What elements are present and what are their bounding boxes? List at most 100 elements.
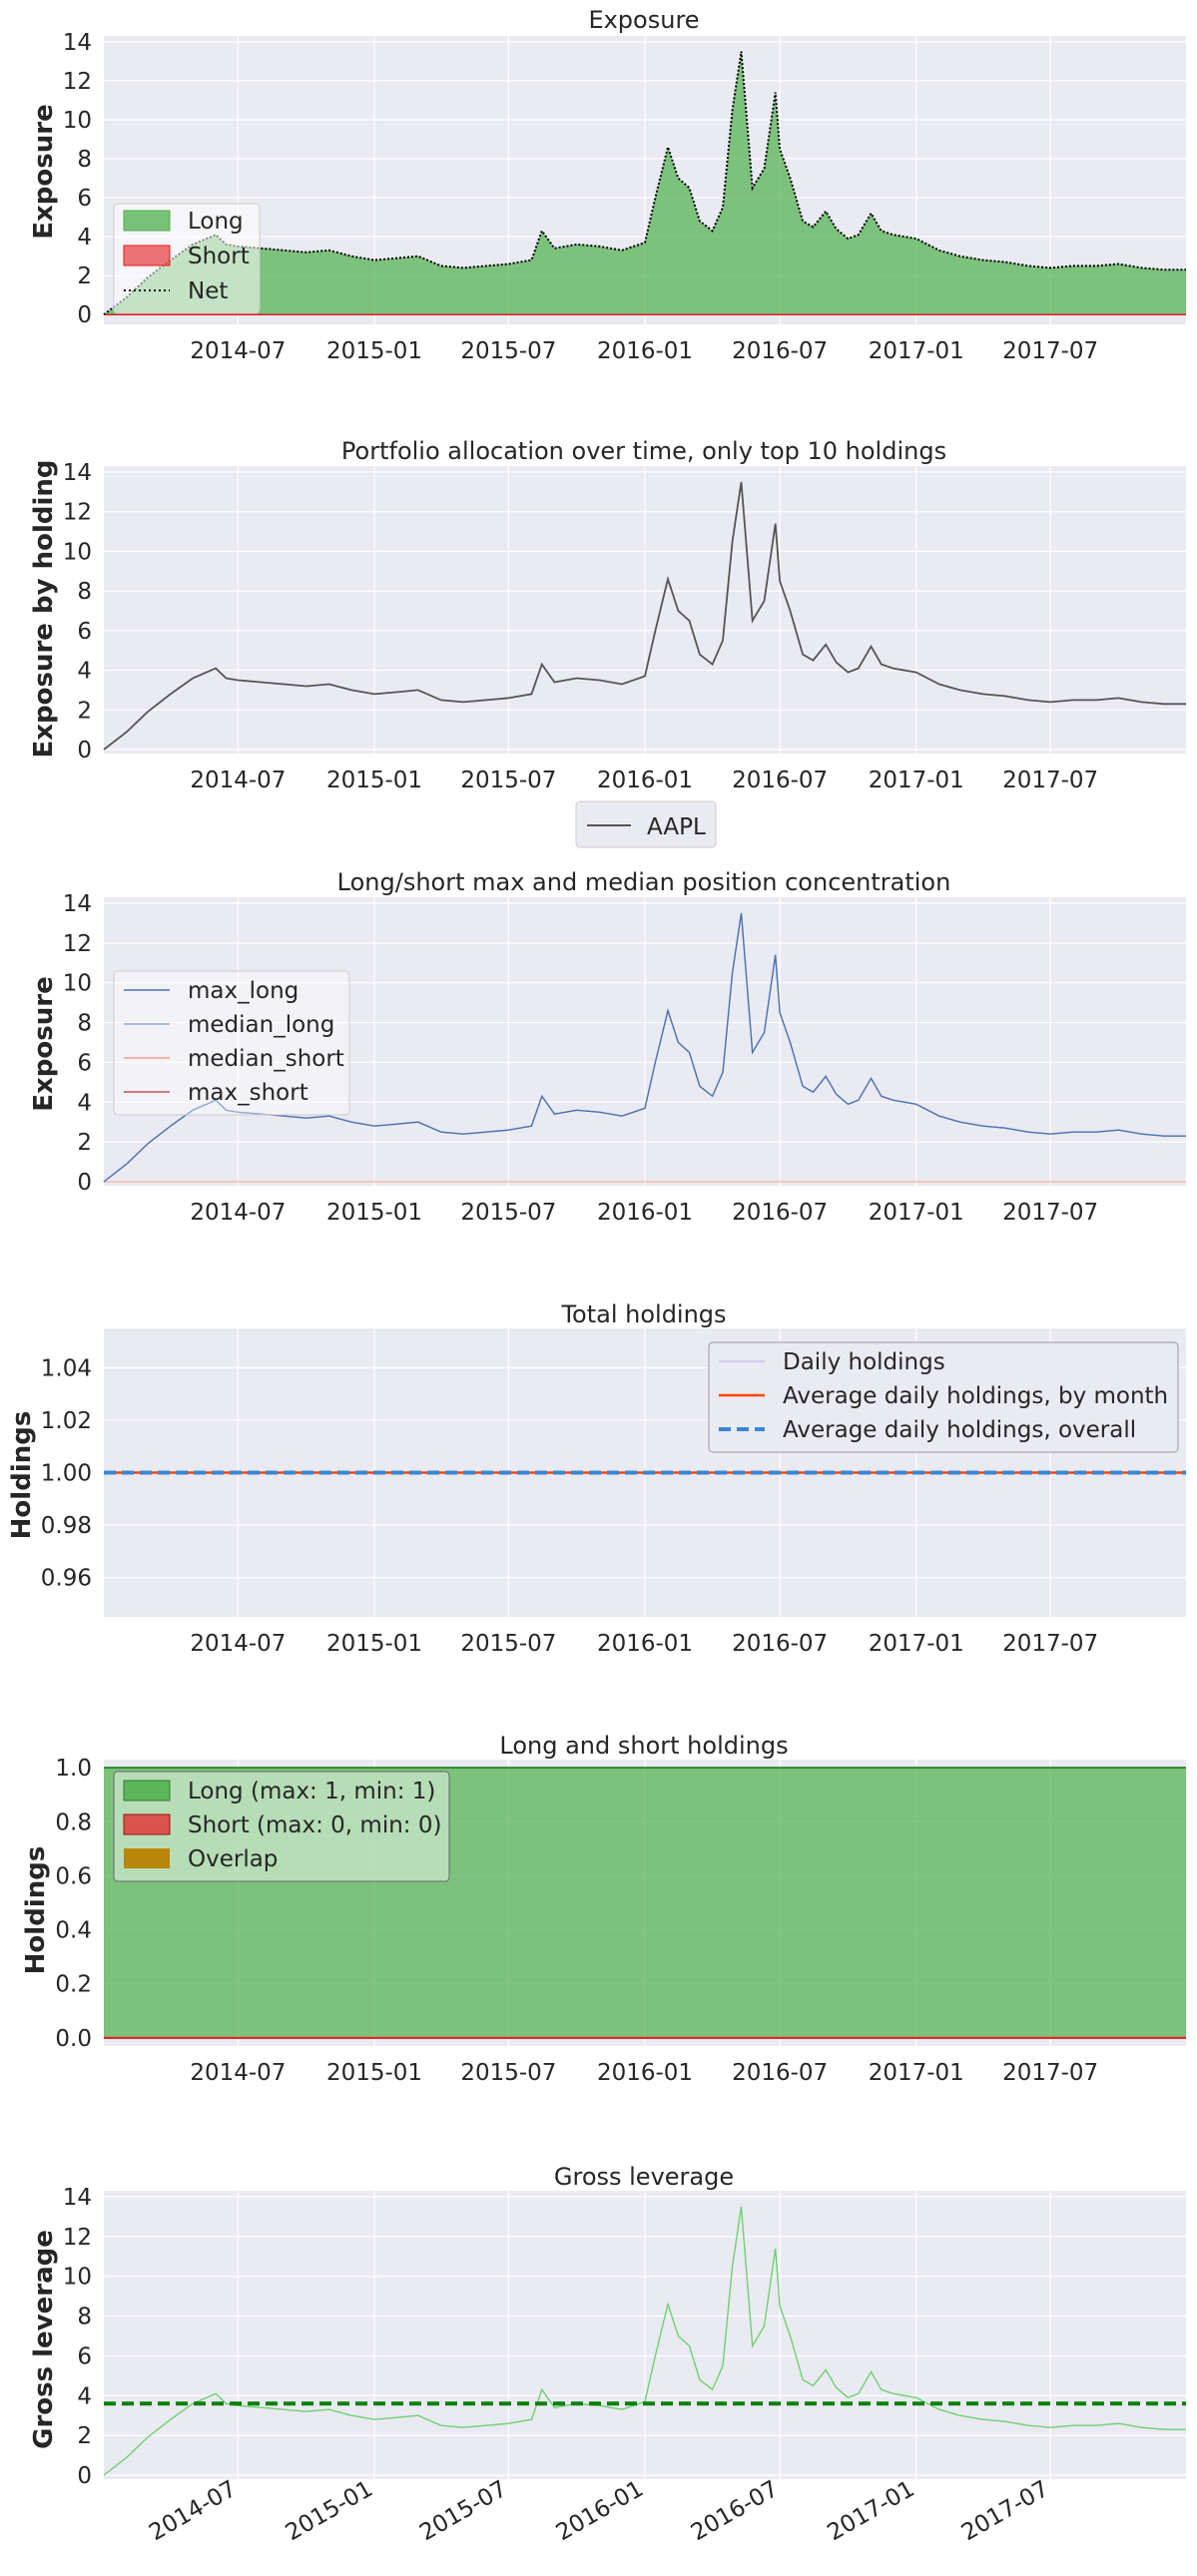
x-tick-label: 2016-01 — [597, 338, 693, 364]
y-tick-label: 14 — [63, 460, 92, 486]
exposure-panel: 0 2 4 6 8 10 12 14 Exposure Exposure Long Short… — [29, 6, 1186, 364]
x-tick-label: 2015-07 — [460, 768, 556, 793]
legend-label-daily: Daily holdings — [783, 1349, 945, 1375]
top10-legend: AAPL — [575, 800, 717, 848]
x-tick-label: 2015-01 — [326, 2060, 422, 2086]
y-tick-label: 0.6 — [55, 1863, 92, 1889]
legend-label-net: Net — [188, 278, 228, 304]
legend-frame — [113, 970, 350, 1116]
y-tick-label: 0.4 — [55, 1918, 92, 1944]
x-tick-label: 2015-07 — [460, 1631, 556, 1657]
y-tick-label: 14 — [63, 30, 92, 56]
top10-panel: 0 2 4 6 8 10 12 14 Portfolio allocation over ti… — [29, 437, 1186, 848]
y-tick-label: 2 — [77, 263, 92, 289]
legend-label-long: Long (max: 1, min: 1) — [188, 1779, 435, 1804]
x-tick-label: 2014-07 — [190, 338, 286, 364]
exposure-ylabel: Exposure — [29, 104, 59, 239]
y-tick-label: 12 — [63, 69, 92, 95]
x-tick-label: 2017-07 — [1002, 1631, 1098, 1657]
x-tick-label: 2017-01 — [869, 1200, 964, 1226]
long-short-holdings-title: Long and short holdings — [499, 1732, 788, 1760]
x-tick-label: 2017-01 — [824, 2476, 919, 2547]
legend-label-short: Short (max: 0, min: 0) — [188, 1812, 441, 1838]
gross-leverage-panel: 0 2 4 6 8 10 12 14 Gross leverage Gross leverag… — [29, 2163, 1186, 2546]
y-tick-label: 4 — [77, 225, 92, 251]
legend-frame — [708, 1341, 1179, 1453]
top10-ylabel: Exposure by holding — [29, 459, 59, 758]
y-tick-label: 2 — [77, 2423, 92, 2449]
y-tick-label: 10 — [63, 2265, 92, 2291]
x-tick-label: 2016-07 — [732, 2060, 828, 2086]
x-tick-label: 2015-07 — [460, 2060, 556, 2086]
y-tick-label: 2 — [77, 1130, 92, 1156]
y-tick-label: 4 — [77, 1090, 92, 1116]
x-tick-label: 2015-07 — [415, 2476, 511, 2547]
x-tick-label: 2015-07 — [460, 338, 556, 364]
long-area — [104, 51, 1186, 315]
y-tick-label: 8 — [77, 2305, 92, 2330]
total-holdings-title: Total holdings — [560, 1300, 726, 1328]
legend-label-max-short: max_short — [188, 1080, 308, 1106]
y-tick-label: 10 — [63, 108, 92, 134]
y-tick-label: 0 — [77, 1170, 92, 1196]
legend-label-overall: Average daily holdings, overall — [783, 1417, 1136, 1443]
top10-plot-area: 0 2 4 6 8 10 12 14 — [63, 460, 1186, 764]
legend-swatch-overlap — [124, 1848, 170, 1868]
y-tick-label: 0 — [77, 302, 92, 328]
x-tick-label: 2016-07 — [732, 768, 828, 793]
max-long-line — [103, 912, 1186, 1183]
gross_leverage-plot-area: 0 2 4 6 8 10 12 14 — [63, 2185, 1186, 2489]
net-line — [103, 51, 1186, 315]
y-tick-label: 1.02 — [41, 1408, 92, 1434]
y-tick-label: 14 — [63, 891, 92, 917]
exposure-legend: Long Short Net — [113, 203, 261, 314]
x-tick-label: 2016-01 — [597, 2060, 693, 2086]
x-tick-label: 2017-01 — [869, 768, 964, 793]
y-tick-label: 0.8 — [55, 1809, 92, 1835]
x-tick-label: 2015-01 — [326, 338, 422, 364]
legend-label-median-short: median_short — [188, 1046, 344, 1072]
legend-label-overlap: Overlap — [188, 1846, 278, 1872]
y-tick-label: 1.0 — [55, 1756, 92, 1782]
y-tick-label: 0 — [77, 738, 92, 764]
y-tick-label: 12 — [63, 2225, 92, 2251]
x-tick-label: 2017-01 — [869, 338, 964, 364]
concentration-title: Long/short max and median position conce… — [337, 868, 951, 896]
legend-swatch-long — [123, 1780, 171, 1802]
y-tick-label: 10 — [63, 539, 92, 565]
long-holdings-area — [104, 1768, 1186, 2038]
x-tick-label: 2015-01 — [282, 2476, 377, 2547]
x-tick-label: 2017-01 — [869, 1631, 964, 1657]
legend-frame — [113, 1771, 450, 1882]
y-tick-label: 8 — [77, 1011, 92, 1037]
legend-label-long: Long — [188, 209, 244, 235]
x-tick-label: 2014-07 — [190, 1200, 286, 1226]
legend-frame — [575, 800, 717, 848]
concentration-panel: 0 2 4 6 8 10 12 14 Long/short max and median po… — [29, 868, 1186, 1226]
gross-leverage-line — [103, 2206, 1186, 2476]
legend-label-median-long: median_long — [188, 1012, 334, 1038]
y-tick-label: 0.96 — [41, 1566, 92, 1592]
y-tick-label: 6 — [77, 1050, 92, 1076]
long-short-holdings-panel: 0.0 0.2 0.4 0.6 0.8 1.0 Long and short holdin… — [21, 1732, 1186, 2086]
y-tick-label: 0.0 — [55, 2026, 92, 2052]
x-tick-label: 2017-07 — [1002, 1200, 1098, 1226]
x-tick-label: 2017-07 — [957, 2476, 1053, 2547]
x-tick-label: 2014-07 — [145, 2476, 241, 2547]
y-tick-label: 0.2 — [55, 1972, 92, 1998]
y-tick-label: 0 — [77, 2463, 92, 2489]
x-tick-label: 2017-01 — [869, 2060, 964, 2086]
x-tick-label: 2014-07 — [190, 768, 286, 793]
y-tick-label: 4 — [77, 659, 92, 685]
x-tick-label: 2016-01 — [597, 1200, 693, 1226]
x-tick-label: 2015-07 — [460, 1200, 556, 1226]
y-tick-label: 10 — [63, 971, 92, 997]
x-tick-label: 2017-07 — [1002, 338, 1098, 364]
y-tick-label: 8 — [77, 147, 92, 173]
x-tick-label: 2016-07 — [732, 338, 828, 364]
y-tick-label: 14 — [63, 2185, 92, 2211]
y-tick-label: 8 — [77, 579, 92, 605]
exposure-title: Exposure — [588, 6, 699, 34]
y-tick-label: 1.04 — [41, 1355, 92, 1381]
